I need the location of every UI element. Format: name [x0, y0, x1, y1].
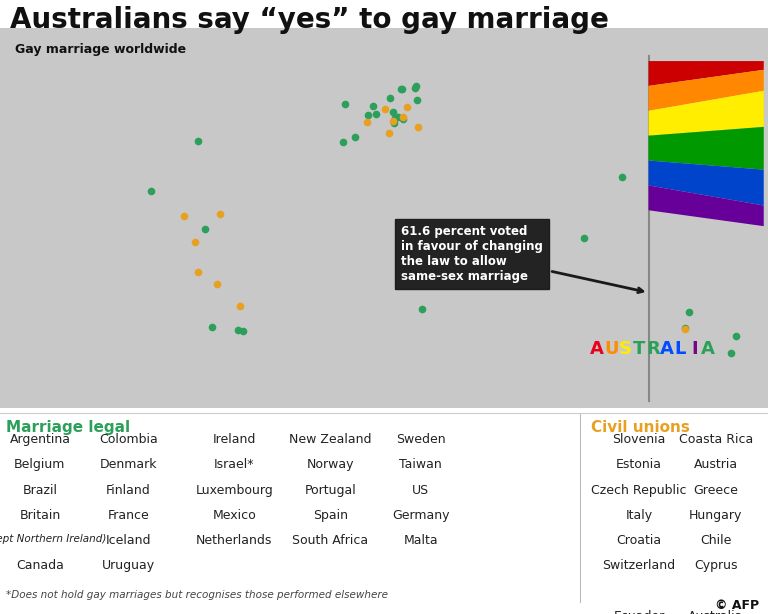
Text: Estonia: Estonia	[616, 458, 662, 472]
Text: Croatia: Croatia	[617, 534, 661, 547]
Text: Spain: Spain	[313, 509, 348, 522]
Text: Australia: Australia	[688, 610, 743, 614]
Text: Britain: Britain	[19, 509, 61, 522]
Text: Slovenia: Slovenia	[612, 433, 666, 446]
Polygon shape	[648, 127, 763, 169]
Text: Gay marriage worldwide: Gay marriage worldwide	[15, 43, 186, 56]
Text: Civil unions: Civil unions	[591, 419, 690, 435]
Text: Uruguay: Uruguay	[101, 559, 155, 572]
Text: Ecuador: Ecuador	[614, 610, 664, 614]
Text: South Africa: South Africa	[292, 534, 369, 547]
Polygon shape	[648, 185, 763, 226]
Text: R: R	[646, 340, 660, 358]
Text: Taiwan: Taiwan	[399, 458, 442, 472]
Text: Greece: Greece	[694, 484, 738, 497]
Text: Norway: Norway	[306, 458, 354, 472]
Text: Austria: Austria	[694, 458, 738, 472]
Text: Italy: Italy	[625, 509, 653, 522]
Text: Finland: Finland	[106, 484, 151, 497]
Text: US: US	[412, 484, 429, 497]
Text: L: L	[675, 340, 687, 358]
Text: Argentina: Argentina	[9, 433, 71, 446]
Text: Australians say “yes” to gay marriage: Australians say “yes” to gay marriage	[10, 6, 609, 34]
Polygon shape	[648, 91, 763, 136]
Text: S: S	[618, 340, 631, 358]
Text: Luxembourg: Luxembourg	[195, 484, 273, 497]
Text: Canada: Canada	[16, 559, 64, 572]
Text: A: A	[701, 340, 715, 358]
Text: A: A	[591, 340, 604, 358]
Text: *Does not hold gay marriages but recognises those performed elsewhere: *Does not hold gay marriages but recogni…	[6, 589, 388, 600]
Text: Belgium: Belgium	[15, 458, 65, 472]
Text: Colombia: Colombia	[99, 433, 157, 446]
Text: Coasta Rica: Coasta Rica	[679, 433, 753, 446]
Text: Sweden: Sweden	[396, 433, 445, 446]
Text: Cyprus: Cyprus	[694, 559, 737, 572]
Text: Portugal: Portugal	[304, 484, 356, 497]
Text: Czech Republic: Czech Republic	[591, 484, 687, 497]
Text: New Zealand: New Zealand	[289, 433, 372, 446]
Text: Ireland: Ireland	[213, 433, 256, 446]
Text: Iceland: Iceland	[105, 534, 151, 547]
Text: © AFP: © AFP	[715, 599, 759, 612]
Text: Marriage legal: Marriage legal	[6, 419, 131, 435]
Polygon shape	[648, 160, 763, 206]
Text: Chile: Chile	[700, 534, 731, 547]
Text: T: T	[633, 340, 645, 358]
Text: Germany: Germany	[392, 509, 449, 522]
Text: Brazil: Brazil	[22, 484, 58, 497]
Text: Denmark: Denmark	[100, 458, 157, 472]
Text: 61.6 percent voted
in favour of changing
the law to allow
same-sex marriage: 61.6 percent voted in favour of changing…	[401, 225, 643, 293]
Text: Hungary: Hungary	[689, 509, 743, 522]
Text: France: France	[108, 509, 149, 522]
Text: Netherlands: Netherlands	[196, 534, 273, 547]
Text: U: U	[604, 340, 618, 358]
Text: (except Northern Ireland): (except Northern Ireland)	[0, 534, 106, 544]
Text: Mexico: Mexico	[213, 509, 256, 522]
Text: Switzerland: Switzerland	[602, 559, 676, 572]
Polygon shape	[648, 70, 763, 111]
Text: Malta: Malta	[403, 534, 439, 547]
Text: Israel*: Israel*	[214, 458, 254, 472]
Polygon shape	[648, 61, 763, 86]
Text: I: I	[691, 340, 697, 358]
Text: A: A	[660, 340, 674, 358]
